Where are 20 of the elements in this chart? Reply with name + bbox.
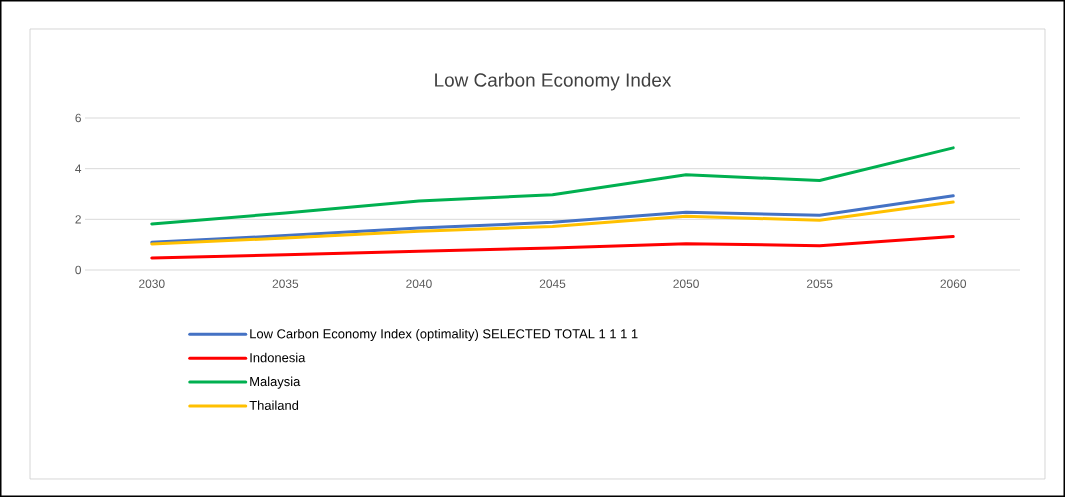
line-series	[150, 200, 955, 246]
chart-title: Low Carbon Economy Index	[435, 72, 672, 91]
x-tick-label: 2040	[406, 279, 432, 288]
line-series	[150, 146, 955, 226]
y-tick-label: 4	[75, 164, 82, 173]
x-tick-label: 2035	[272, 279, 299, 288]
legend-label: Indonesia	[250, 352, 306, 363]
legend-label: Malaysia	[250, 376, 301, 389]
x-tick-label: 2055	[806, 279, 833, 288]
y-tick-label: 6	[75, 113, 81, 123]
x-tick-label: 2045	[539, 279, 566, 288]
x-tick-label: 2030	[139, 279, 165, 288]
y-tick-label: 2	[75, 215, 81, 224]
x-tick-label: 2060	[940, 279, 967, 288]
x-tick-label: 2050	[673, 279, 699, 288]
legend-label: Low Carbon Economy Index (optimality) SELECTED TOTAL 1 1 1 1	[250, 328, 638, 341]
legend-label: Thailand	[249, 400, 299, 410]
line-series	[150, 194, 955, 244]
line-series	[150, 235, 955, 260]
y-tick-label: 0	[75, 265, 82, 275]
